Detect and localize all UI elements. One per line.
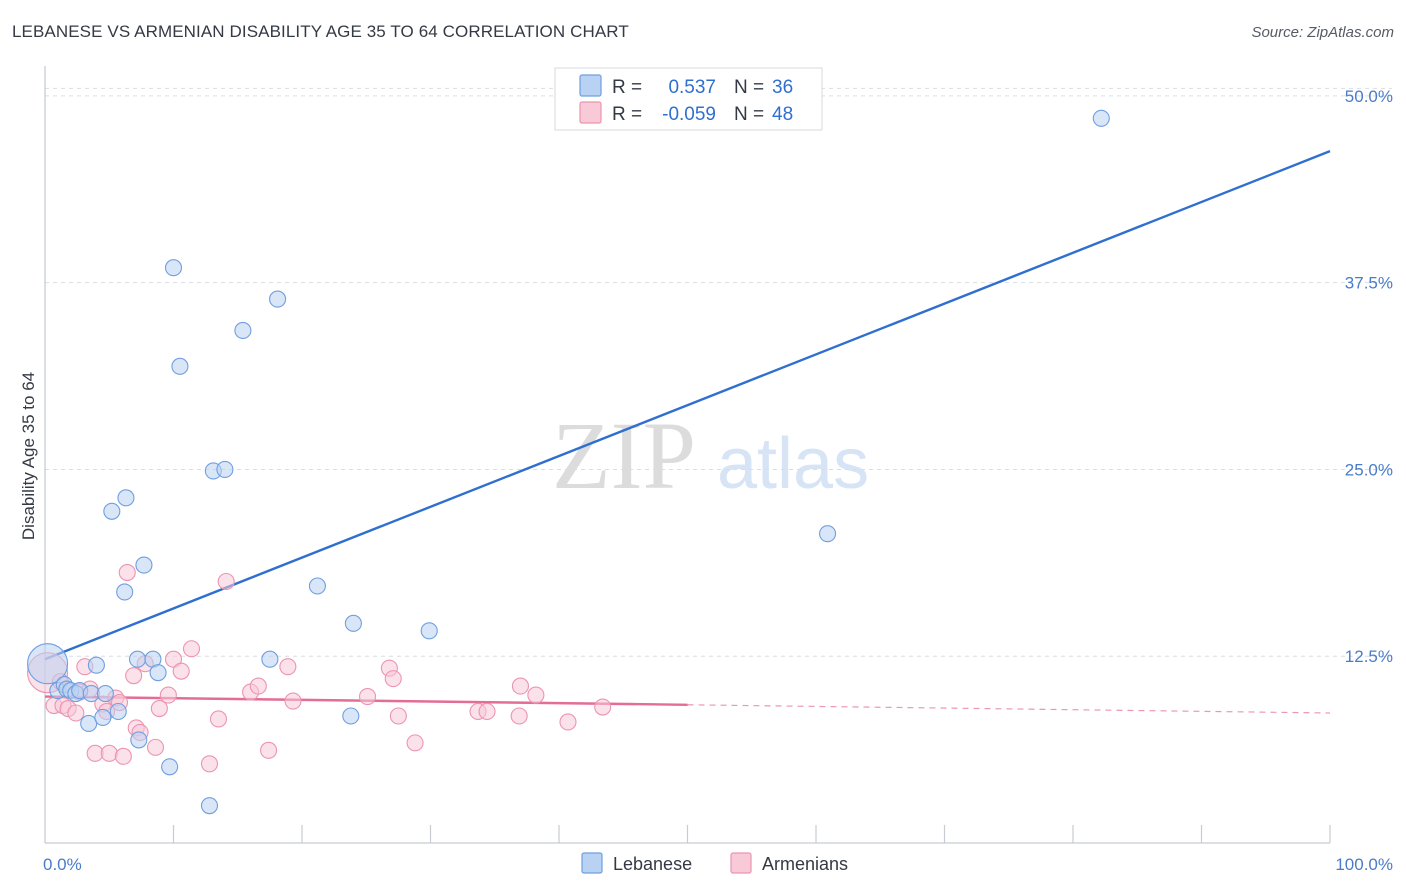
point-lebanese [1092, 109, 1110, 127]
point-lebanese [116, 583, 134, 601]
point-armenian [527, 686, 545, 704]
y-tick-label: 37.5% [1345, 274, 1393, 293]
y-tick-label: 50.0% [1345, 87, 1393, 106]
bottom-legend-swatch-lebanese [581, 852, 603, 874]
point-lebanese [234, 321, 252, 340]
point-lebanese [819, 525, 837, 543]
point-lebanese [171, 357, 189, 375]
data-points [27, 109, 1110, 815]
point-armenian [146, 738, 165, 756]
point-armenian [217, 572, 235, 591]
point-lebanese [344, 614, 362, 632]
point-armenian [358, 688, 377, 706]
legend-n-value-armenians: 48 [772, 104, 793, 125]
point-lebanese [130, 731, 148, 749]
point-armenian [209, 710, 228, 728]
bottom-legend-label-lebanese: Lebanese [613, 854, 692, 874]
point-lebanese [94, 708, 112, 727]
point-armenian [67, 704, 85, 722]
legend-r-value-armenians: -0.059 [662, 104, 716, 125]
axes [44, 66, 1331, 844]
point-lebanese [420, 622, 438, 640]
point-armenian [511, 677, 530, 695]
watermark-atlas: atlas [717, 424, 869, 504]
point-armenian [559, 713, 577, 731]
point-armenian [384, 670, 402, 688]
point-lebanese [135, 556, 153, 574]
point-lebanese [103, 502, 121, 520]
legend-swatch-lebanese [579, 74, 602, 97]
point-armenian [389, 707, 407, 725]
axis-ticks: 12.5% 25.0% 37.5% 50.0% 0.0% 100.0% [43, 87, 1393, 874]
point-lebanese [216, 460, 234, 478]
x-tick-label: 0.0% [43, 855, 82, 874]
point-lebanese [27, 643, 69, 685]
legend-n-label-lebanese: N = [734, 77, 764, 98]
point-armenian [200, 755, 219, 773]
point-lebanese [96, 685, 114, 703]
grid-lines [45, 87, 1392, 657]
legend-n-label-armenians: N = [734, 104, 764, 125]
point-lebanese [149, 664, 167, 682]
point-armenian [260, 741, 278, 759]
legend-n-value-lebanese: 36 [772, 77, 793, 98]
bottom-legend-label-armenians: Armenians [762, 854, 848, 874]
legend-r-value-lebanese: 0.537 [668, 77, 716, 98]
point-armenian [159, 686, 177, 704]
series-legend: Lebanese Armenians [581, 852, 848, 874]
y-tick-label: 25.0% [1345, 460, 1393, 479]
point-armenian [249, 677, 267, 695]
legend-r-label-lebanese: R = [612, 77, 642, 98]
point-armenian [118, 563, 136, 582]
y-tick-label: 12.5% [1345, 647, 1393, 666]
point-armenian [150, 699, 168, 718]
source-credit: Source: ZipAtlas.com [1251, 24, 1394, 41]
point-lebanese [87, 656, 105, 674]
point-armenian [510, 707, 528, 725]
zipatlas-watermark: ZIP atlas [552, 402, 869, 509]
trend-line-armenians-extrapolated [687, 704, 1331, 714]
y-axis-label: Disability Age 35 to 64 [19, 372, 38, 540]
point-armenian [172, 662, 190, 680]
point-armenian [406, 734, 424, 752]
point-lebanese [269, 290, 287, 308]
point-armenian [478, 702, 496, 721]
point-lebanese [342, 707, 360, 725]
point-armenian [164, 650, 183, 668]
point-armenian [284, 692, 302, 710]
point-lebanese [308, 577, 326, 595]
watermark-zip: ZIP [552, 402, 696, 509]
legend-swatch-armenians [579, 101, 602, 124]
legend-r-label-armenians: R = [612, 104, 642, 125]
point-lebanese [80, 714, 98, 733]
point-armenian [100, 744, 118, 762]
point-armenian [279, 658, 297, 676]
point-lebanese [109, 702, 127, 721]
bottom-legend-swatch-armenians [730, 852, 752, 874]
chart-title: LEBANESE VS ARMENIAN DISABILITY AGE 35 T… [12, 22, 629, 41]
trend-line-lebanese [44, 150, 1331, 661]
point-armenian [182, 640, 201, 658]
point-lebanese [261, 650, 279, 668]
point-armenian [594, 698, 612, 716]
point-lebanese [128, 650, 147, 668]
point-lebanese [200, 797, 219, 815]
point-lebanese [164, 259, 183, 277]
point-armenian [125, 667, 143, 685]
point-lebanese [161, 758, 179, 776]
x-tick-label: 100.0% [1335, 855, 1393, 874]
correlation-legend: R = 0.537 N = 36 R = -0.059 N = 48 [554, 67, 823, 131]
point-armenian [114, 747, 132, 765]
point-lebanese [117, 489, 135, 507]
